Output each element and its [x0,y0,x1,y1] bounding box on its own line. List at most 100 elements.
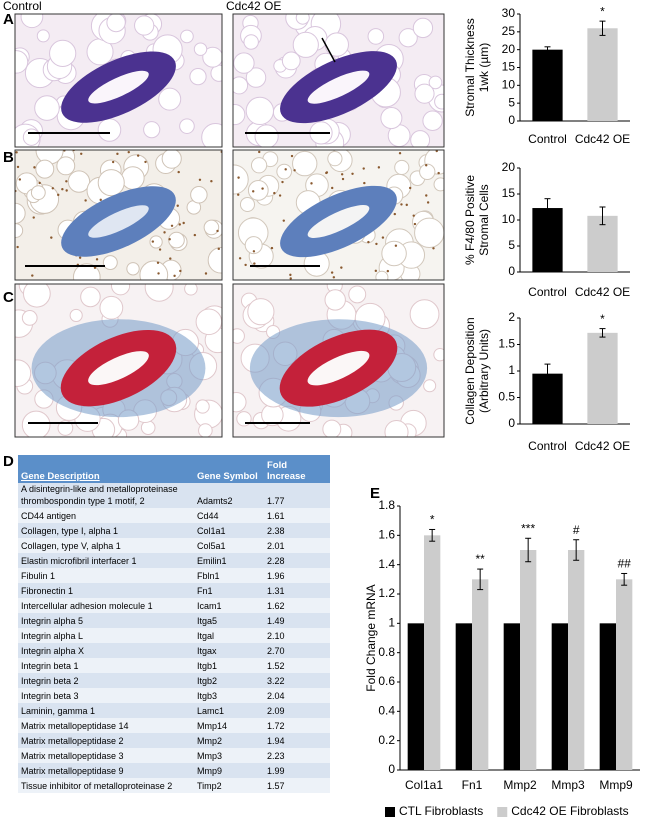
stain-dot [18,178,22,181]
fat-cell [324,289,346,311]
y-axis-label: % F4/80 Positive [463,175,477,265]
fat-cell [375,270,389,280]
stain-dot [237,193,240,196]
stain-dot [289,277,292,280]
table-cell: Itga5 [194,613,264,628]
fat-cell [245,96,275,126]
table-row: Integrin beta 1 Itgb1 1.52 [18,658,330,673]
fat-cell [433,348,444,362]
y-tick-label: 5 [508,95,515,109]
stain-dot [198,178,202,181]
stain-dot [432,247,435,250]
table-cell: Mmp2 [194,733,264,748]
table-cell: 2.38 [264,523,330,538]
table-row: Matrix metallopeptidase 9 Mmp9 1.99 [18,763,330,778]
table-cell: Itgb1 [194,658,264,673]
stain-dot [216,229,219,233]
legend-swatch [385,807,395,817]
table-cell: Mmp3 [194,748,264,763]
x-tick-label: Mmp2 [503,778,537,792]
stain-dot [425,164,428,167]
stain-dot [80,152,83,155]
stain-dot [362,167,365,170]
x-tick-label: Control [528,132,567,146]
stain-dot [168,238,171,241]
stain-dot [51,187,55,190]
fat-cell [233,104,246,126]
stain-dot [331,186,334,190]
fat-cell [106,14,126,33]
lumen [307,205,370,238]
fat-cell [394,159,410,176]
fat-cell [367,28,385,45]
table-cell: Fn1 [194,583,264,598]
micrograph-content [15,150,222,280]
fat-cell [121,166,145,190]
panel-label: E [370,485,380,502]
table-cell: Fbln1 [194,568,264,583]
x-tick-label: Col1a1 [405,778,443,792]
stain-dot [170,224,174,227]
stain-dot [32,216,35,219]
significance-label: * [600,4,605,18]
y-tick-label: 1.8 [378,498,395,512]
table-cell: Fibulin 1 [18,568,194,583]
panel-label: B [3,149,14,166]
fat-cell [56,156,76,176]
y-tick-label: 1 [508,363,515,377]
fat-cell [247,298,275,326]
y-tick-label: 1.5 [498,337,515,351]
stain-dot [412,214,415,217]
table-row: Elastin microfibril interfacer 1 Emilin1 2… [18,553,330,568]
stain-dot [169,257,172,260]
fat-cell [140,420,156,435]
stain-dot [386,269,390,273]
fat-cell [239,196,256,213]
y-tick-label: 5 [508,238,515,252]
fat-cell [381,240,407,267]
table-cell: Collagen, type V, alpha 1 [18,538,194,553]
fat-cell [134,15,155,36]
x-tick-label: Mmp9 [599,778,633,792]
bar [455,623,472,770]
bar [587,215,618,272]
fat-cell [180,29,194,44]
y-tick-label: 15 [502,60,516,74]
significance-label: ** [475,552,485,566]
bar [568,550,585,770]
y-tick-label: 0.6 [378,674,395,688]
stain-dot [413,222,417,226]
fat-cell [67,170,91,193]
fat-cell [179,118,195,134]
fat-cell [102,255,118,271]
stain-dot [177,170,180,174]
table-cell: Collagen, type I, alpha 1 [18,523,194,538]
table-cell: Matrix metallopeptidase 3 [18,748,194,763]
stain-dot [204,272,208,275]
fat-cell [380,107,403,130]
stain-dot [398,151,402,155]
table-cell: Tissue inhibitor of metalloproteinase 2 [18,778,194,793]
fat-cell [190,186,208,204]
fat-cell [21,310,38,326]
y-axis-label: (Arbitrary Units) [477,329,491,413]
stain-dot [50,236,53,239]
table-cell: 1.31 [264,583,330,598]
stain-dot [111,160,115,164]
stain-dot [435,150,438,153]
fat-cell [195,308,222,336]
micrograph-border [14,13,223,148]
stain-dot [363,181,366,185]
image-label: Cdc42 OE [226,0,281,13]
bar [472,579,489,770]
fat-cell [158,87,182,111]
table-row: Fibronectin 1 Fn1 1.31 [18,583,330,598]
stain-dot [16,245,19,249]
stain-dot [284,168,287,171]
fat-cell [250,157,268,174]
table-row: Matrix metallopeptidase 2 Mmp2 1.94 [18,733,330,748]
x-tick-label: Cdc42 OE [575,439,630,453]
table-cell: Icam1 [194,598,264,613]
y-axis-label: Collagen Deposition [463,317,477,424]
